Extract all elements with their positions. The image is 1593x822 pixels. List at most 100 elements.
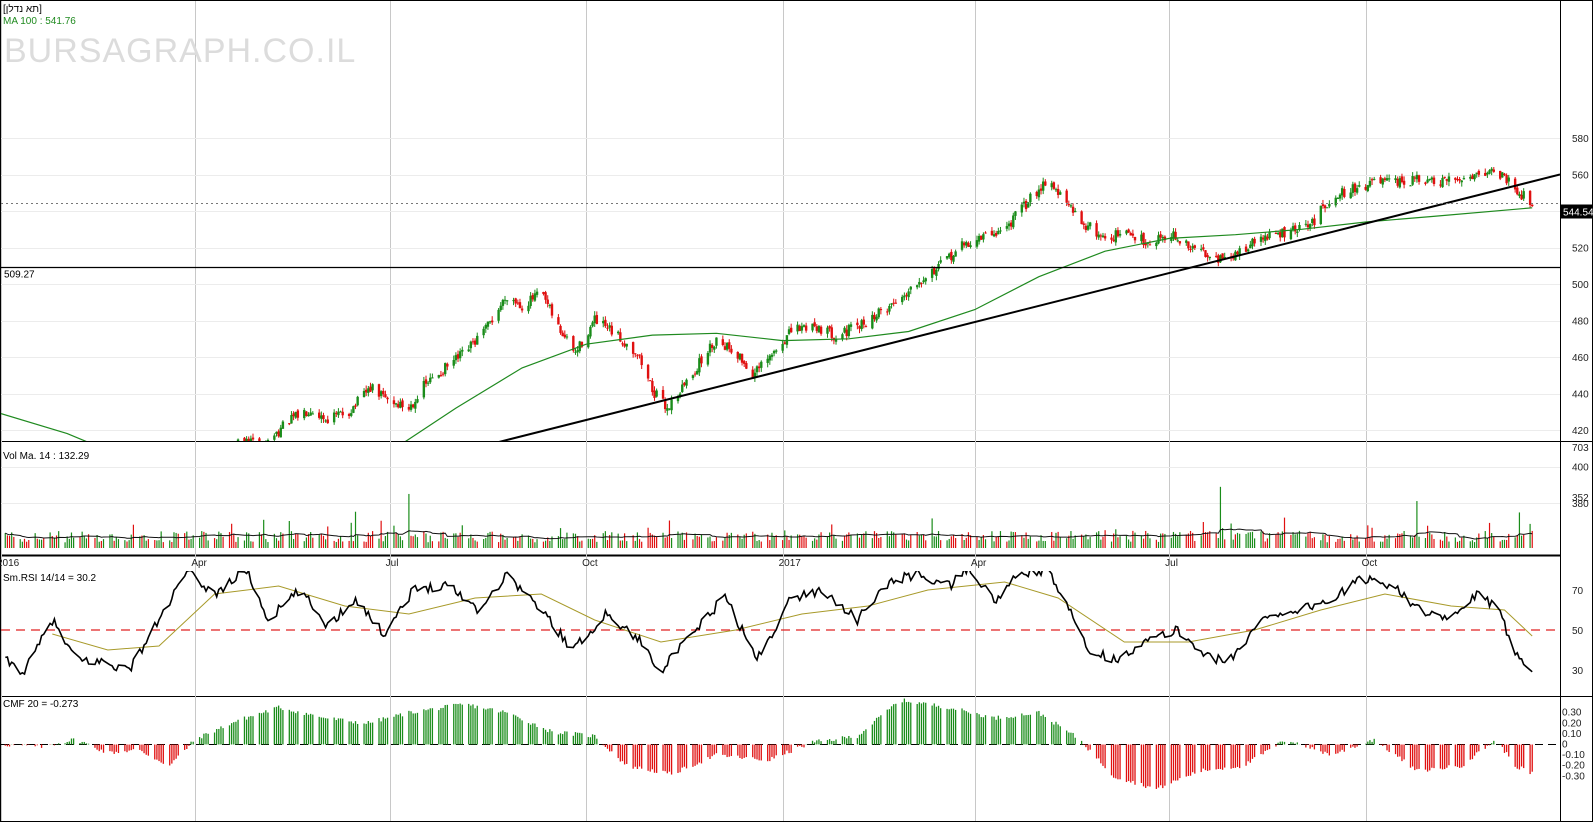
candle-body — [1351, 184, 1355, 193]
price-tick-label: 460 — [1572, 353, 1589, 364]
candle-body — [469, 341, 473, 349]
candle-body — [476, 335, 479, 345]
candle-body — [1244, 246, 1248, 252]
candle-body — [1097, 234, 1100, 238]
candle-body — [535, 291, 539, 295]
candle-body — [1202, 247, 1205, 250]
candle-body — [1067, 204, 1071, 206]
candle-body — [930, 268, 934, 278]
date-label: Oct — [1362, 558, 1378, 569]
candle-body — [397, 404, 400, 408]
candle-body — [531, 295, 534, 300]
candle-body — [1261, 237, 1265, 240]
candle-body — [875, 316, 878, 321]
candle-body — [1387, 178, 1391, 180]
candle-body — [426, 382, 430, 384]
candle-body — [683, 382, 686, 385]
candle-body — [439, 374, 443, 376]
candle-body — [915, 285, 919, 288]
candle-body — [640, 355, 643, 366]
candle-body — [1172, 231, 1175, 238]
candle-body — [1170, 237, 1173, 241]
candle-body — [860, 320, 863, 330]
candle-body — [1296, 231, 1299, 233]
candle-body — [1432, 177, 1436, 184]
candle-body — [1279, 232, 1282, 238]
candle-body — [326, 419, 329, 424]
candle-body — [997, 230, 1000, 235]
volume-tick-label: 352 — [1572, 493, 1589, 504]
candle-body — [339, 411, 342, 413]
candle-body — [437, 375, 441, 378]
candle-body — [1050, 183, 1053, 188]
candle-body — [1037, 189, 1041, 198]
candle-body — [655, 390, 658, 397]
candle-body — [634, 353, 637, 355]
cmf-tick-label: -0.10 — [1562, 750, 1585, 761]
candle-body — [1110, 237, 1113, 240]
candle-body — [939, 260, 942, 263]
candle-body — [1259, 236, 1263, 242]
candle-body — [969, 245, 972, 247]
candle-body — [503, 299, 507, 301]
candle-body — [347, 414, 351, 417]
candle-body — [862, 319, 865, 325]
price-tick-label: 400 — [1572, 463, 1589, 474]
candle-body — [1024, 200, 1028, 210]
candle-body — [608, 325, 611, 328]
candle-body — [572, 336, 575, 351]
candle-body — [557, 317, 560, 325]
candle-body — [920, 282, 923, 284]
candle-body — [1340, 188, 1344, 196]
date-label: 2017 — [779, 558, 802, 569]
candle-body — [877, 308, 880, 318]
candle-body — [783, 342, 786, 344]
candle-body — [1469, 176, 1472, 179]
date-label: Jul — [386, 558, 399, 569]
candle-body — [646, 364, 650, 379]
candle-body — [279, 427, 282, 438]
candle-body — [589, 326, 592, 337]
candle-body — [713, 346, 716, 350]
candle-body — [1486, 172, 1489, 175]
price-tick-label: 380 — [1572, 499, 1589, 510]
date-label: Oct — [582, 558, 598, 569]
candle-body — [288, 423, 291, 425]
candle-body — [593, 315, 596, 324]
volume-pane — [4, 486, 1533, 548]
candle-body — [666, 408, 669, 411]
candle-body — [935, 269, 938, 276]
candle-body — [1364, 186, 1367, 190]
candle-body — [497, 309, 500, 321]
candle-body — [529, 295, 532, 307]
candle-body — [1238, 248, 1241, 256]
candle-body — [962, 242, 966, 246]
candle-body — [1148, 244, 1152, 246]
candle-body — [409, 404, 413, 410]
candle-body — [696, 370, 699, 375]
candle-body — [721, 339, 725, 346]
candle-body — [384, 394, 387, 398]
candle-body — [1140, 234, 1143, 242]
candle-body — [888, 305, 891, 312]
candle-body — [1174, 231, 1177, 240]
ma100-line — [1, 207, 1533, 441]
candle-body — [798, 325, 801, 332]
volume-axis-ticks: 703 352 — [1572, 443, 1589, 504]
candle-body — [335, 412, 338, 414]
candle-body — [1056, 188, 1060, 195]
candle-body — [399, 401, 402, 408]
candle-body — [651, 380, 654, 393]
candle-body — [401, 400, 404, 408]
candle-body — [1415, 174, 1419, 180]
candle-body — [828, 326, 831, 329]
candle-body — [849, 324, 853, 327]
candle-body — [499, 305, 502, 311]
candle-body — [770, 354, 774, 357]
candle-body — [249, 438, 253, 441]
candle-body — [736, 352, 739, 359]
candle-body — [952, 255, 955, 262]
candle-body — [1114, 230, 1117, 243]
candle-body — [322, 415, 325, 420]
rsi-tick-label: 50 — [1572, 626, 1584, 637]
